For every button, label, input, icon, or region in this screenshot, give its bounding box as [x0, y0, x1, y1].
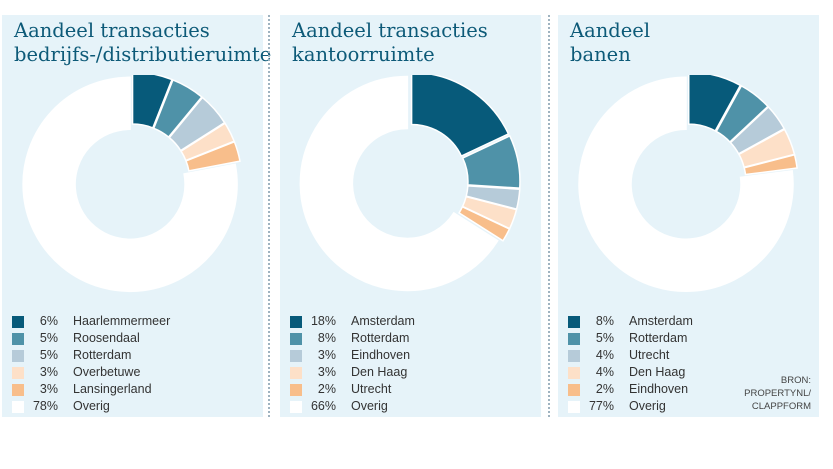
legend-label: Haarlemmermeer	[73, 314, 171, 328]
chart-title: Aandeel banen	[570, 19, 650, 67]
legend-percentage: 18%	[310, 314, 336, 328]
donut-slice-rotterdam	[461, 134, 521, 189]
legend-swatch	[12, 316, 24, 328]
donut-slice-utrecht	[729, 105, 786, 155]
chart-title: Aandeel transacties kantoorruimte	[292, 19, 488, 67]
legend-percentage: 78%	[32, 399, 58, 413]
source-line-1: BRON:	[780, 375, 811, 386]
legend-percentage: 4%	[595, 348, 614, 362]
chart-title-line-1: Aandeel transacties	[292, 19, 488, 42]
donut-slice-roosendaal	[152, 78, 203, 139]
legend-label: Overig	[629, 399, 666, 413]
legend-percentage: 3%	[39, 382, 58, 396]
divider	[548, 15, 550, 417]
legend-swatch	[568, 367, 580, 379]
legend-percentage: 3%	[39, 365, 58, 379]
legend-label: Overbetuwe	[73, 365, 141, 379]
legend-label: Lansingerland	[73, 382, 152, 396]
donut-slice-amsterdam	[688, 75, 742, 132]
legend-label: Rotterdam	[629, 331, 688, 345]
legend-percentage: 2%	[595, 382, 614, 396]
donut-slice-utrecht	[458, 205, 511, 242]
donut-slice-amsterdam	[410, 75, 510, 158]
donut-chart	[299, 75, 521, 292]
legend-swatch	[12, 401, 24, 413]
donut-chart	[22, 75, 241, 293]
legend-swatch	[12, 333, 24, 345]
legend-percentage: 3%	[317, 365, 336, 379]
donut-slice-overig	[299, 75, 499, 292]
legend-percentage: 3%	[317, 348, 336, 362]
chart-panel-2: Aandeel transacties kantoorruimte 18% Ams…	[280, 15, 541, 417]
chart-title-line-1: Aandeel transacties	[14, 19, 210, 42]
chart-title: Aandeel transacties bedrijfs-/distributi…	[14, 19, 271, 67]
legend-label: Eindhoven	[629, 382, 689, 396]
chart-title-line-2: bedrijfs-/distributieruimte	[14, 43, 272, 66]
legend-label: Eindhoven	[351, 348, 411, 362]
legend-label: Utrecht	[629, 348, 670, 362]
legend-percentage: 4%	[595, 365, 614, 379]
legend-percentage: 8%	[317, 331, 336, 345]
legend-swatch	[568, 401, 580, 413]
legend-percentage: 5%	[595, 331, 614, 345]
legend-label: Amsterdam	[351, 314, 415, 328]
legend-percentage: 77%	[588, 399, 614, 413]
legend-swatch	[12, 384, 24, 396]
legend-label: Roosendaal	[73, 331, 140, 345]
legend-label: Den Haag	[351, 365, 408, 379]
legend-label: Overig	[73, 399, 110, 413]
legend-percentage: 8%	[595, 314, 614, 328]
source-note: BRON: PROPERTYNL/ CLAPPFORM	[744, 374, 811, 413]
legend-swatch	[290, 367, 302, 379]
source-line-3: CLAPPFORM	[751, 401, 811, 412]
legend-label: Amsterdam	[629, 314, 693, 328]
donut-slice-eindhoven	[743, 153, 798, 176]
donut-slice-haarlemmermeer	[131, 75, 173, 129]
legend-swatch	[290, 316, 302, 328]
legend-percentage: 2%	[317, 382, 336, 396]
donut-slice-overig	[578, 76, 794, 292]
legend-percentage: 66%	[310, 399, 336, 413]
legend-label: Overig	[351, 399, 388, 413]
donut-slice-rotterdam	[715, 84, 769, 144]
legend-percentage: 6%	[39, 314, 58, 328]
legend-swatch	[568, 350, 580, 362]
chart-panel-1: Aandeel transacties bedrijfs-/distributi…	[2, 15, 271, 417]
legend-swatch	[568, 384, 580, 396]
chart-panel-3: Aandeel banen 8% Amsterdam 5% Rotterdam 4% Ut…	[558, 15, 819, 417]
donut-slice-lansingerland	[185, 140, 241, 172]
legend-swatch	[290, 350, 302, 362]
legend-swatch	[12, 350, 24, 362]
donut-slice-overig	[22, 76, 238, 293]
legend-swatch	[290, 333, 302, 345]
source-line-2: PROPERTYNL/	[744, 388, 811, 399]
chart-title-line-1: Aandeel	[570, 19, 651, 42]
chart-title-line-2: banen	[570, 43, 631, 66]
legend-swatch	[12, 367, 24, 379]
legend-swatch	[568, 316, 580, 328]
legend-percentage: 5%	[39, 331, 58, 345]
legend-swatch	[568, 333, 580, 345]
divider	[268, 15, 270, 417]
legend-label: Den Haag	[629, 365, 686, 379]
legend-swatch	[290, 384, 302, 396]
legend-label: Rotterdam	[73, 348, 132, 362]
legend-percentage: 5%	[39, 348, 58, 362]
chart-title-line-2: kantoorruimte	[292, 43, 435, 66]
legend-swatch	[290, 401, 302, 413]
donut-chart	[578, 75, 798, 292]
legend-label: Rotterdam	[351, 331, 410, 345]
legend-label: Utrecht	[351, 382, 392, 396]
